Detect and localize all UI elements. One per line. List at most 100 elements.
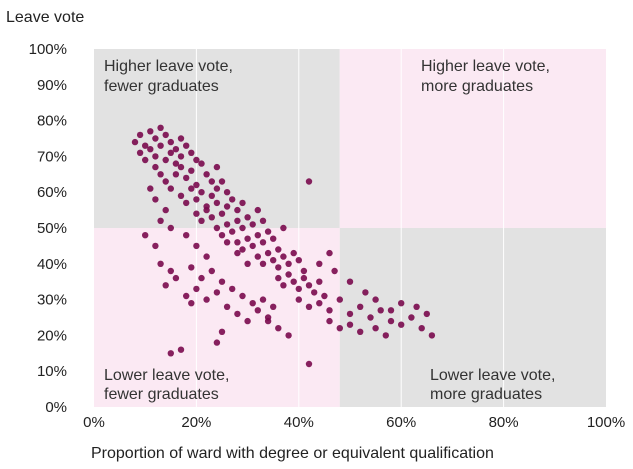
data-point — [223, 203, 231, 210]
x-tick-label: 100% — [587, 414, 625, 431]
data-point — [203, 296, 210, 303]
data-point — [162, 206, 169, 214]
data-point — [387, 307, 395, 314]
data-point — [254, 307, 261, 314]
data-point — [198, 217, 205, 224]
data-points — [131, 124, 436, 368]
data-point — [305, 360, 313, 368]
data-point — [198, 189, 205, 196]
data-point — [254, 206, 261, 214]
y-tick-label: 30% — [37, 292, 67, 309]
data-point — [142, 232, 149, 239]
y-tick-label: 80% — [37, 113, 67, 130]
data-point — [357, 303, 364, 310]
data-point — [244, 317, 251, 325]
data-point — [249, 300, 256, 307]
data-point — [254, 253, 261, 260]
data-point — [172, 146, 180, 153]
data-point — [280, 282, 287, 289]
data-point — [183, 232, 190, 239]
data-point — [264, 228, 272, 235]
data-point — [346, 310, 354, 318]
data-point — [259, 239, 267, 246]
data-point — [188, 300, 195, 307]
data-point — [382, 332, 389, 339]
data-point — [413, 303, 420, 310]
data-point — [193, 196, 200, 203]
data-point — [218, 278, 226, 285]
data-point — [157, 142, 164, 149]
data-point — [152, 196, 159, 203]
data-point — [213, 339, 221, 346]
data-point — [300, 267, 308, 275]
quadrant-labels: Higher leave vote, fewer graduates Higher … — [104, 58, 555, 403]
data-point — [131, 138, 139, 146]
data-point — [336, 296, 343, 303]
data-point — [223, 303, 231, 310]
data-point — [295, 285, 302, 293]
data-point — [223, 221, 231, 228]
data-point — [208, 178, 215, 185]
data-point — [223, 239, 231, 246]
data-point — [162, 178, 169, 185]
data-point — [234, 206, 241, 214]
data-point — [188, 167, 195, 174]
data-point — [234, 239, 241, 246]
x-tick-label: 0% — [83, 414, 105, 431]
data-point — [290, 249, 297, 257]
data-point — [157, 124, 164, 131]
y-tick-label: 70% — [37, 148, 67, 165]
data-point — [223, 189, 231, 196]
quadrant-bottom-right — [339, 228, 606, 407]
data-point — [193, 156, 200, 164]
data-point — [264, 317, 272, 325]
data-point — [295, 257, 302, 264]
data-point — [193, 210, 200, 217]
data-point — [275, 264, 282, 271]
data-point — [183, 292, 190, 300]
data-point — [316, 278, 323, 285]
y-tick-label: 100% — [29, 41, 67, 58]
data-point — [177, 153, 185, 160]
data-point — [208, 267, 215, 275]
data-point — [229, 196, 236, 203]
quadrant-label-bottom-right-line2: more graduates — [430, 386, 542, 403]
data-point — [218, 232, 226, 239]
data-point — [167, 138, 174, 146]
data-point — [295, 296, 302, 303]
data-point — [275, 274, 282, 282]
data-point — [244, 214, 251, 221]
data-point — [305, 178, 313, 185]
data-point — [249, 242, 256, 250]
quadrant-label-top-right-line2: more graduates — [421, 78, 533, 95]
data-point — [270, 257, 277, 264]
data-point — [316, 300, 323, 307]
data-point — [208, 192, 215, 199]
data-point — [172, 160, 180, 167]
data-point — [280, 253, 287, 260]
data-point — [280, 224, 287, 232]
x-tick-label: 80% — [489, 414, 519, 431]
data-point — [152, 242, 159, 250]
data-point — [193, 242, 200, 250]
quadrant-label-top-left-line2: fewer graduates — [104, 78, 219, 95]
data-point — [305, 303, 313, 310]
data-point — [239, 224, 246, 232]
data-point — [285, 271, 292, 278]
data-point — [259, 217, 267, 224]
data-point — [213, 185, 221, 192]
y-tick-label: 40% — [37, 256, 67, 273]
data-point — [372, 296, 379, 303]
data-point — [264, 249, 272, 257]
data-point — [331, 267, 338, 275]
data-point — [177, 135, 185, 142]
data-point — [357, 328, 364, 335]
y-tick-label: 90% — [37, 77, 67, 94]
data-point — [316, 260, 323, 267]
data-point — [213, 289, 221, 296]
data-point — [285, 332, 292, 339]
data-point — [244, 235, 251, 242]
data-point — [213, 224, 221, 232]
x-tick-label: 60% — [386, 414, 416, 431]
data-point — [239, 246, 246, 253]
